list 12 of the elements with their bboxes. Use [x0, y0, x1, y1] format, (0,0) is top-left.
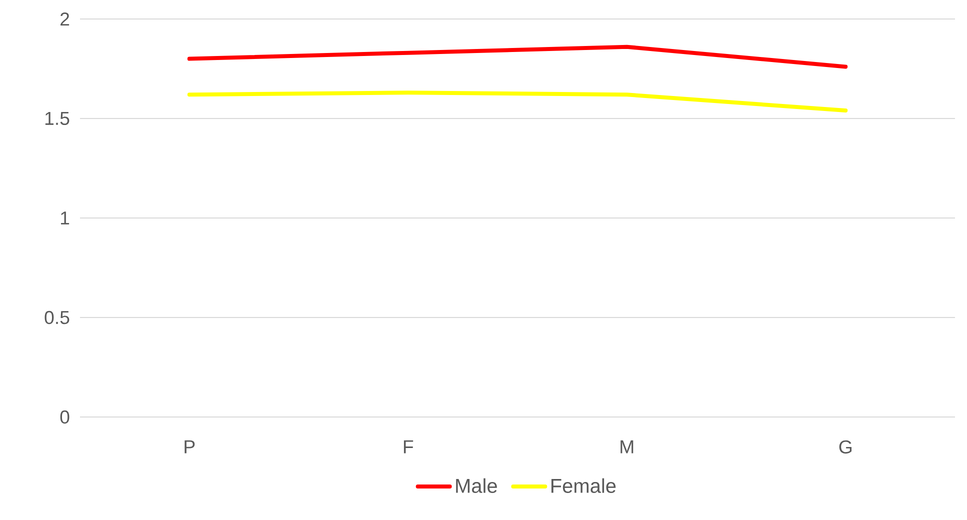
- x-tick-label: M: [620, 440, 634, 454]
- legend-label: Female: [551, 478, 616, 493]
- line-series: [187, 44, 848, 69]
- y-tick-label: 1: [61, 212, 70, 224]
- x-tick-label: P: [184, 440, 195, 454]
- legend-label: Male: [456, 478, 497, 493]
- x-tick-label: F: [404, 440, 414, 454]
- y-tick-label: 0: [60, 410, 70, 424]
- y-tick-label: 2: [60, 12, 70, 26]
- y-tick-label: 0.5: [44, 310, 70, 324]
- x-tick-label: G: [839, 440, 852, 454]
- y-tick-label: 1.5: [45, 112, 70, 126]
